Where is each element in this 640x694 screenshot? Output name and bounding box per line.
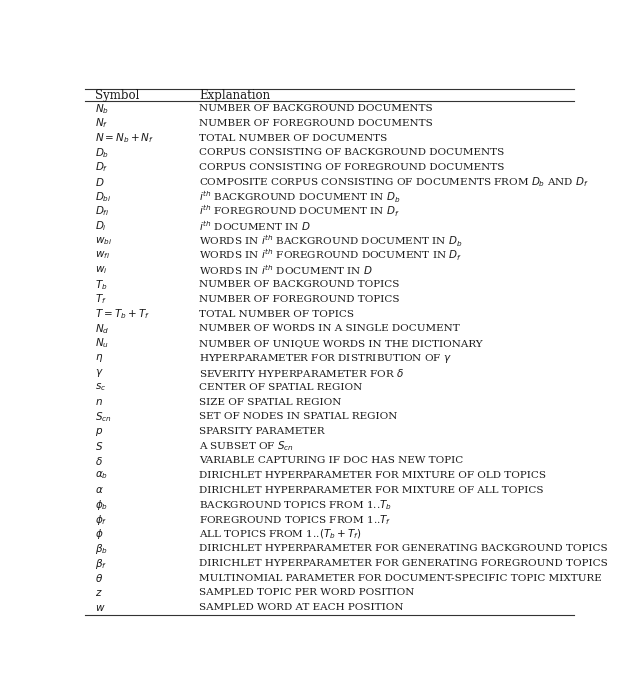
Text: $z$: $z$ [95, 588, 102, 598]
Text: $D_i$: $D_i$ [95, 219, 107, 233]
Text: $T = T_b + T_f$: $T = T_b + T_f$ [95, 307, 150, 321]
Text: WORDS IN $i^{th}$ FOREGROUND DOCUMENT IN $D_f$: WORDS IN $i^{th}$ FOREGROUND DOCUMENT IN… [199, 248, 462, 263]
Text: $\alpha$: $\alpha$ [95, 485, 104, 496]
Text: $\beta_b$: $\beta_b$ [95, 542, 108, 556]
Text: $n$: $n$ [95, 397, 103, 407]
Text: CENTER OF SPATIAL REGION: CENTER OF SPATIAL REGION [199, 383, 362, 392]
Text: $D_{fi}$: $D_{fi}$ [95, 205, 109, 219]
Text: $\theta$: $\theta$ [95, 573, 103, 584]
Text: $s_c$: $s_c$ [95, 382, 106, 393]
Text: NUMBER OF WORDS IN A SINGLE DOCUMENT: NUMBER OF WORDS IN A SINGLE DOCUMENT [199, 324, 460, 333]
Text: $\eta$: $\eta$ [95, 353, 103, 364]
Text: $\phi$: $\phi$ [95, 527, 104, 541]
Text: $D_f$: $D_f$ [95, 160, 108, 174]
Text: $w_{bi}$: $w_{bi}$ [95, 235, 112, 247]
Text: $D_b$: $D_b$ [95, 146, 109, 160]
Text: $w$: $w$ [95, 602, 106, 613]
Text: $\phi_b$: $\phi_b$ [95, 498, 108, 512]
Text: DIRICHLET HYPERPARAMETER FOR GENERATING FOREGROUND TOPICS: DIRICHLET HYPERPARAMETER FOR GENERATING … [199, 559, 608, 568]
Text: SAMPLED TOPIC PER WORD POSITION: SAMPLED TOPIC PER WORD POSITION [199, 589, 415, 598]
Text: $p$: $p$ [95, 425, 103, 438]
Text: SAMPLED WORD AT EACH POSITION: SAMPLED WORD AT EACH POSITION [199, 603, 404, 612]
Text: $N_u$: $N_u$ [95, 337, 109, 350]
Text: $\gamma$: $\gamma$ [95, 367, 104, 379]
Text: CORPUS CONSISTING OF BACKGROUND DOCUMENTS: CORPUS CONSISTING OF BACKGROUND DOCUMENT… [199, 149, 504, 158]
Text: SET OF NODES IN SPATIAL REGION: SET OF NODES IN SPATIAL REGION [199, 412, 397, 421]
Text: CORPUS CONSISTING OF FOREGROUND DOCUMENTS: CORPUS CONSISTING OF FOREGROUND DOCUMENT… [199, 163, 504, 172]
Text: SEVERITY HYPERPARAMETER FOR $\delta$: SEVERITY HYPERPARAMETER FOR $\delta$ [199, 367, 404, 379]
Text: BACKGROUND TOPICS FROM 1..$T_b$: BACKGROUND TOPICS FROM 1..$T_b$ [199, 498, 392, 512]
Text: NUMBER OF BACKGROUND DOCUMENTS: NUMBER OF BACKGROUND DOCUMENTS [199, 104, 433, 113]
Text: $T_b$: $T_b$ [95, 278, 108, 291]
Text: $i^{th}$ BACKGROUND DOCUMENT IN $D_b$: $i^{th}$ BACKGROUND DOCUMENT IN $D_b$ [199, 189, 400, 205]
Text: $D$: $D$ [95, 176, 104, 188]
Text: COMPOSITE CORPUS CONSISTING OF DOCUMENTS FROM $D_b$ AND $D_f$: COMPOSITE CORPUS CONSISTING OF DOCUMENTS… [199, 176, 589, 189]
Text: $N_d$: $N_d$ [95, 322, 109, 336]
Text: NUMBER OF BACKGROUND TOPICS: NUMBER OF BACKGROUND TOPICS [199, 280, 399, 289]
Text: WORDS IN $i^{th}$ DOCUMENT IN $D$: WORDS IN $i^{th}$ DOCUMENT IN $D$ [199, 263, 373, 277]
Text: $w_{fi}$: $w_{fi}$ [95, 250, 110, 262]
Text: WORDS IN $i^{th}$ BACKGROUND DOCUMENT IN $D_b$: WORDS IN $i^{th}$ BACKGROUND DOCUMENT IN… [199, 233, 463, 248]
Text: $\alpha_b$: $\alpha_b$ [95, 470, 108, 482]
Text: $S$: $S$ [95, 440, 103, 452]
Text: HYPERPARAMETER FOR DISTRIBUTION OF $\gamma$: HYPERPARAMETER FOR DISTRIBUTION OF $\gam… [199, 352, 452, 365]
Text: VARIABLE CAPTURING IF DOC HAS NEW TOPIC: VARIABLE CAPTURING IF DOC HAS NEW TOPIC [199, 457, 463, 466]
Text: A SUBSET OF $S_{cn}$: A SUBSET OF $S_{cn}$ [199, 439, 294, 453]
Text: SIZE OF SPATIAL REGION: SIZE OF SPATIAL REGION [199, 398, 341, 407]
Text: SPARSITY PARAMETER: SPARSITY PARAMETER [199, 427, 324, 436]
Text: $D_{bi}$: $D_{bi}$ [95, 190, 111, 204]
Text: Explanation: Explanation [199, 89, 270, 101]
Text: $S_{cn}$: $S_{cn}$ [95, 410, 111, 424]
Text: ALL TOPICS FROM 1..$(T_b + T_f)$: ALL TOPICS FROM 1..$(T_b + T_f)$ [199, 527, 362, 541]
Text: Symbol: Symbol [95, 89, 140, 101]
Text: NUMBER OF FOREGROUND TOPICS: NUMBER OF FOREGROUND TOPICS [199, 295, 399, 304]
Text: NUMBER OF UNIQUE WORDS IN THE DICTIONARY: NUMBER OF UNIQUE WORDS IN THE DICTIONARY [199, 339, 483, 348]
Text: DIRICHLET HYPERPARAMETER FOR MIXTURE OF OLD TOPICS: DIRICHLET HYPERPARAMETER FOR MIXTURE OF … [199, 471, 546, 480]
Text: $i^{th}$ FOREGROUND DOCUMENT IN $D_f$: $i^{th}$ FOREGROUND DOCUMENT IN $D_f$ [199, 204, 400, 219]
Text: FOREGROUND TOPICS FROM 1..$T_f$: FOREGROUND TOPICS FROM 1..$T_f$ [199, 513, 392, 527]
Text: NUMBER OF FOREGROUND DOCUMENTS: NUMBER OF FOREGROUND DOCUMENTS [199, 119, 433, 128]
Text: $N = N_b + N_f$: $N = N_b + N_f$ [95, 131, 154, 145]
Text: MULTINOMIAL PARAMETER FOR DOCUMENT-SPECIFIC TOPIC MIXTURE: MULTINOMIAL PARAMETER FOR DOCUMENT-SPECI… [199, 574, 602, 583]
Text: TOTAL NUMBER OF TOPICS: TOTAL NUMBER OF TOPICS [199, 310, 354, 319]
Text: $N_b$: $N_b$ [95, 102, 109, 116]
Text: DIRICHLET HYPERPARAMETER FOR MIXTURE OF ALL TOPICS: DIRICHLET HYPERPARAMETER FOR MIXTURE OF … [199, 486, 543, 495]
Text: $w_i$: $w_i$ [95, 264, 108, 276]
Text: $\phi_f$: $\phi_f$ [95, 513, 107, 527]
Text: $\beta_f$: $\beta_f$ [95, 557, 107, 570]
Text: TOTAL NUMBER OF DOCUMENTS: TOTAL NUMBER OF DOCUMENTS [199, 134, 387, 143]
Text: $N_f$: $N_f$ [95, 117, 108, 130]
Text: $T_f$: $T_f$ [95, 293, 107, 307]
Text: DIRICHLET HYPERPARAMETER FOR GENERATING BACKGROUND TOPICS: DIRICHLET HYPERPARAMETER FOR GENERATING … [199, 545, 607, 553]
Text: $\delta$: $\delta$ [95, 455, 103, 467]
Text: $i^{th}$ DOCUMENT IN $D$: $i^{th}$ DOCUMENT IN $D$ [199, 219, 310, 233]
